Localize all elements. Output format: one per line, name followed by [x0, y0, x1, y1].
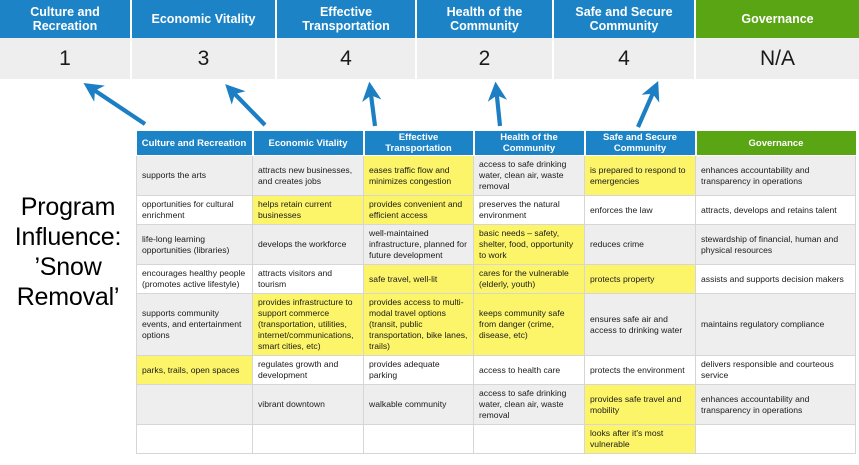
matrix-cell: attracts visitors and tourism — [252, 264, 364, 294]
matrix-cell: ensures safe air and access to drinking … — [584, 293, 696, 356]
scorecard-strip: Culture and Recreation Economic Vitality E… — [0, 0, 859, 79]
matrix-cell: provides access to multi-modal travel op… — [363, 293, 474, 356]
matrix-cell: encourages healthy people (promotes acti… — [136, 264, 253, 294]
matrix-cell — [695, 424, 856, 454]
matrix-cell: protects property — [584, 264, 696, 294]
matrix-cell: maintains regulatory compliance — [695, 293, 856, 356]
matrix-header: Culture and Recreation Economic Vitality E… — [136, 131, 856, 156]
matrix-cell — [473, 424, 585, 454]
matrix-cell: vibrant downtown — [252, 384, 364, 425]
table-row: supports the arts attracts new businesses… — [136, 155, 856, 196]
matrix-cell: well-maintained infrastructure, planned … — [363, 224, 474, 265]
matrix-cell: eases traffic flow and minimizes congest… — [363, 155, 474, 196]
matrix-cell: basic needs – safety, shelter, food, opp… — [473, 224, 585, 265]
matrix-cell: preserves the natural environment — [473, 195, 585, 225]
matrix-cell: enforces the law — [584, 195, 696, 225]
matrix-cell: enhances accountability and transparency… — [695, 384, 856, 425]
matrix-cell — [136, 424, 253, 454]
matrix-cell: safe travel, well-lit — [363, 264, 474, 294]
matrix-cell — [252, 424, 364, 454]
matrix-cell: life-long learning opportunities (librar… — [136, 224, 253, 265]
program-influence-caption: Program Influence: ’Snow Removal’ — [2, 192, 134, 312]
matrix-cell: protects the environment — [584, 355, 696, 385]
caption-line: ’Snow — [34, 253, 102, 281]
scorecard-header-economic-vitality: Economic Vitality — [132, 0, 277, 38]
table-row: opportunities for cultural enrichment hel… — [136, 195, 856, 225]
arrow-health-of-the-community-icon — [487, 81, 508, 127]
matrix-cell: is prepared to respond to emergencies — [584, 155, 696, 196]
matrix-cell: access to safe drinking water, clean air… — [473, 155, 585, 196]
caption-line: Removal’ — [16, 283, 120, 311]
arrow-safe-and-secure-community-icon — [636, 81, 660, 128]
matrix-cell — [136, 384, 253, 425]
scorecard-value-economic-vitality: 3 — [132, 38, 277, 79]
scorecard-value-effective-transportation: 4 — [277, 38, 417, 79]
matrix-cell: attracts new businesses, and creates job… — [252, 155, 364, 196]
matrix-header-culture-and-recreation: Culture and Recreation — [136, 131, 254, 156]
arrow-economic-vitality-icon — [225, 84, 267, 127]
arrow-culture-and-recreation-icon — [83, 82, 147, 126]
matrix-cell: supports community events, and entertain… — [136, 293, 253, 356]
arrow-group — [83, 81, 660, 128]
scorecard-header-row: Culture and Recreation Economic Vitality E… — [0, 0, 859, 38]
matrix-cell — [363, 424, 474, 454]
matrix-header-governance: Governance — [695, 131, 856, 156]
table-row: supports community events, and entertain… — [136, 293, 856, 356]
matrix-body: supports the arts attracts new businesses… — [136, 155, 856, 454]
matrix-header-effective-transportation: Effective Transportation — [363, 131, 475, 156]
caption-line: Program — [20, 193, 116, 221]
table-row: looks after it's most vulnerable — [136, 424, 856, 454]
matrix-cell: cares for the vulnerable (elderly, youth… — [473, 264, 585, 294]
matrix-cell: provides safe travel and mobility — [584, 384, 696, 425]
scorecard-value-culture-and-recreation: 1 — [0, 38, 132, 79]
table-row: parks, trails, open spaces regulates grow… — [136, 355, 856, 385]
scorecard-header-governance: Governance — [696, 0, 859, 38]
scorecard-header-culture-and-recreation: Culture and Recreation — [0, 0, 132, 38]
table-row: life-long learning opportunities (librar… — [136, 224, 856, 265]
matrix-cell: supports the arts — [136, 155, 253, 196]
matrix-cell: parks, trails, open spaces — [136, 355, 253, 385]
scorecard-header-safe-and-secure-community: Safe and Secure Community — [554, 0, 696, 38]
matrix-cell: stewardship of financial, human and phys… — [695, 224, 856, 265]
matrix-cell: looks after it's most vulnerable — [584, 424, 696, 454]
matrix-cell: access to safe drinking water, clean air… — [473, 384, 585, 425]
matrix-cell: provides convenient and efficient access — [363, 195, 474, 225]
matrix-cell: regulates growth and development — [252, 355, 364, 385]
table-row: vibrant downtown walkable community access… — [136, 384, 856, 425]
influence-matrix-table: Culture and Recreation Economic Vitality E… — [136, 131, 856, 454]
arrow-effective-transportation-icon — [362, 81, 382, 127]
scorecard-value-governance: N/A — [696, 38, 859, 79]
matrix-cell: reduces crime — [584, 224, 696, 265]
matrix-cell: access to health care — [473, 355, 585, 385]
scorecard-value-row: 1 3 4 2 4 N/A — [0, 38, 859, 79]
table-row: encourages healthy people (promotes acti… — [136, 264, 856, 294]
matrix-cell: enhances accountability and transparency… — [695, 155, 856, 196]
scorecard-value-health-of-the-community: 2 — [417, 38, 554, 79]
matrix-cell: delivers responsible and courteous servi… — [695, 355, 856, 385]
scorecard-value-safe-and-secure-community: 4 — [554, 38, 696, 79]
matrix-cell: helps retain current businesses — [252, 195, 364, 225]
matrix-header-row: Culture and Recreation Economic Vitality E… — [136, 131, 856, 156]
matrix-header-health-of-the-community: Health of the Community — [473, 131, 586, 156]
matrix-header-safe-and-secure-community: Safe and Secure Community — [584, 131, 697, 156]
matrix-cell: keeps community safe from danger (crime,… — [473, 293, 585, 356]
matrix-cell: assists and supports decision makers — [695, 264, 856, 294]
matrix-cell: provides adequate parking — [363, 355, 474, 385]
matrix-cell: opportunities for cultural enrichment — [136, 195, 253, 225]
caption-line: Influence: — [14, 223, 122, 251]
matrix-cell: walkable community — [363, 384, 474, 425]
scorecard-header-effective-transportation: Effective Transportation — [277, 0, 417, 38]
matrix-cell: attracts, develops and retains talent — [695, 195, 856, 225]
matrix-cell: provides infrastructure to support comme… — [252, 293, 364, 356]
matrix-header-economic-vitality: Economic Vitality — [252, 131, 365, 156]
scorecard-header-health-of-the-community: Health of the Community — [417, 0, 554, 38]
matrix-cell: develops the workforce — [252, 224, 364, 265]
